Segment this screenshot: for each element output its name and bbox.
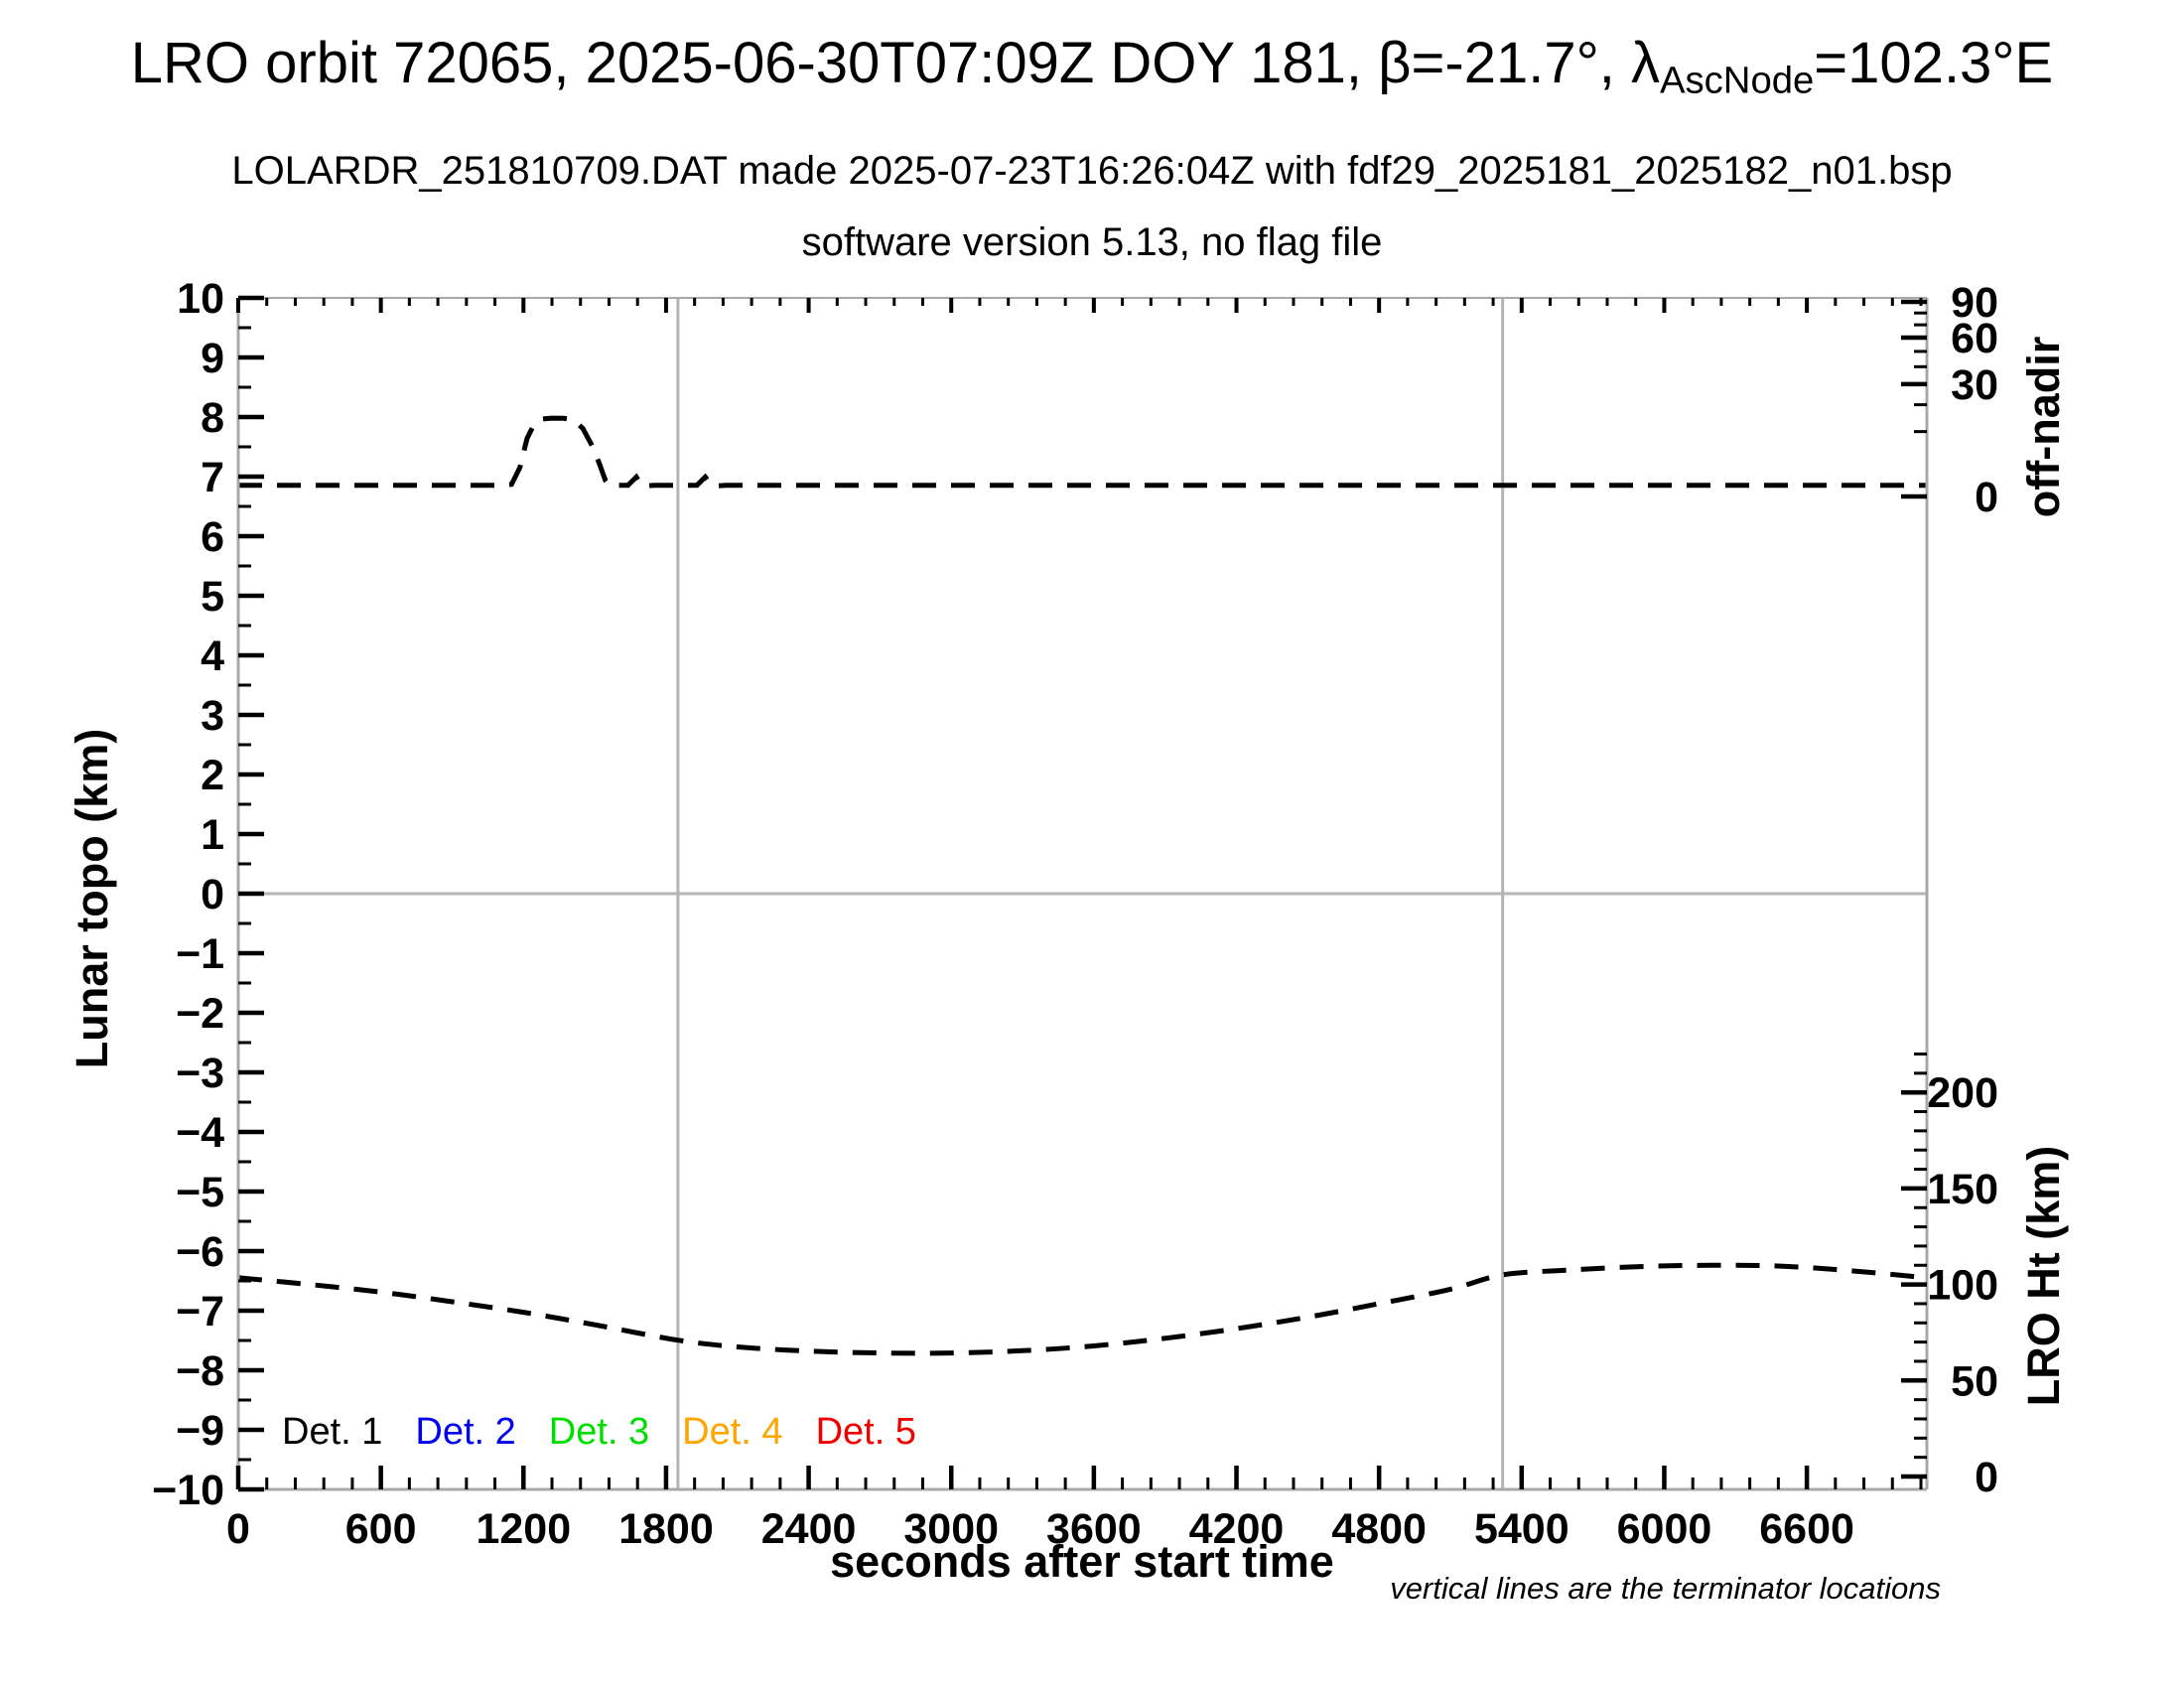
title-lambda-subscript: AscNode <box>1660 59 1815 102</box>
left-tick-label: −4 <box>176 1109 224 1157</box>
plot-subtitle-version: software version 5.13, no flag file <box>801 220 1383 264</box>
x-tick-label: 1200 <box>476 1505 571 1553</box>
x-tick-label: 600 <box>345 1505 417 1553</box>
curve-off-nadir-angle <box>238 415 1927 490</box>
lroht-tick-label: 50 <box>1951 1357 1998 1405</box>
x-tick-label: 4800 <box>1331 1505 1427 1553</box>
lroht-tick-label: 0 <box>1975 1454 1998 1501</box>
left-tick-label: 5 <box>201 573 224 621</box>
x-tick-label: 3000 <box>903 1505 999 1553</box>
x-tick-label: 2400 <box>761 1505 857 1553</box>
left-tick-label: −9 <box>176 1407 224 1455</box>
left-tick-label: 3 <box>201 692 224 740</box>
left-tick-label: −8 <box>176 1347 224 1395</box>
offnadir-tick-label: 90 <box>1951 279 1998 327</box>
lroht-tick-label: 100 <box>1927 1262 1998 1310</box>
plot-subtitle-file: LOLARDR_251810709.DAT made 2025-07-23T16… <box>231 149 1953 193</box>
left-tick-label: 4 <box>201 633 224 680</box>
legend-item-det-1: Det. 1 <box>282 1411 383 1453</box>
left-tick-label: −7 <box>176 1288 224 1336</box>
offnadir-tick-label: 0 <box>1975 474 1998 521</box>
x-tick-label: 4200 <box>1189 1505 1285 1553</box>
left-tick-label: −5 <box>176 1169 224 1216</box>
title-lambda: λ <box>1631 31 1661 95</box>
left-tick-label: 2 <box>201 752 224 799</box>
legend-item-det-3: Det. 3 <box>548 1411 650 1453</box>
left-tick-label: 0 <box>201 871 224 918</box>
offnadir-tick-label: 30 <box>1951 361 1998 409</box>
plot-title: LRO orbit 72065, 2025-06-30T07:09Z DOY 1… <box>0 30 2184 103</box>
x-axis-title: seconds after start time <box>830 1536 1334 1587</box>
x-tick-label: 1800 <box>618 1505 714 1553</box>
legend-item-det-2: Det. 2 <box>415 1411 516 1453</box>
x-tick-label: 6000 <box>1617 1505 1712 1553</box>
detector-legend: Det. 1 Det. 2 Det. 3 Det. 4 Det. 5 <box>282 1411 949 1454</box>
lroht-tick-label: 200 <box>1927 1069 1998 1117</box>
x-tick-label: 5400 <box>1474 1505 1570 1553</box>
offnadir-axis-title: off-nadir <box>2018 337 2069 517</box>
left-tick-label: 1 <box>201 811 224 859</box>
curve-LRO-height <box>237 1262 1928 1356</box>
left-tick-label: 10 <box>177 275 224 323</box>
left-tick-label: −2 <box>176 990 224 1038</box>
x-tick-label: 6600 <box>1759 1505 1854 1553</box>
lroht-axis-title: LRO Ht (km) <box>2018 1146 2069 1407</box>
left-tick-label: −10 <box>152 1467 224 1514</box>
title-tail: =102.3°E <box>1814 31 2054 95</box>
terminator-footnote: vertical lines are the terminator locati… <box>1390 1571 1941 1606</box>
legend-item-det-5: Det. 5 <box>815 1411 916 1453</box>
left-tick-label: 9 <box>201 335 224 382</box>
left-tick-label: 6 <box>201 513 224 561</box>
lroht-tick-label: 150 <box>1927 1166 1998 1213</box>
x-tick-label: 3600 <box>1046 1505 1142 1553</box>
left-tick-label: −3 <box>176 1050 224 1097</box>
left-tick-label: −6 <box>176 1228 224 1276</box>
left-tick-label: 8 <box>201 394 224 442</box>
offnadir-tick-label: 60 <box>1951 315 1998 362</box>
legend-item-det-4: Det. 4 <box>682 1411 783 1453</box>
left-tick-label: −1 <box>176 930 224 978</box>
left-axis-title: Lunar topo (km) <box>67 729 117 1068</box>
x-tick-label: 0 <box>226 1505 250 1553</box>
title-text: LRO orbit 72065, 2025-06-30T07:09Z DOY 1… <box>130 31 1632 95</box>
left-tick-label: 7 <box>201 454 224 501</box>
